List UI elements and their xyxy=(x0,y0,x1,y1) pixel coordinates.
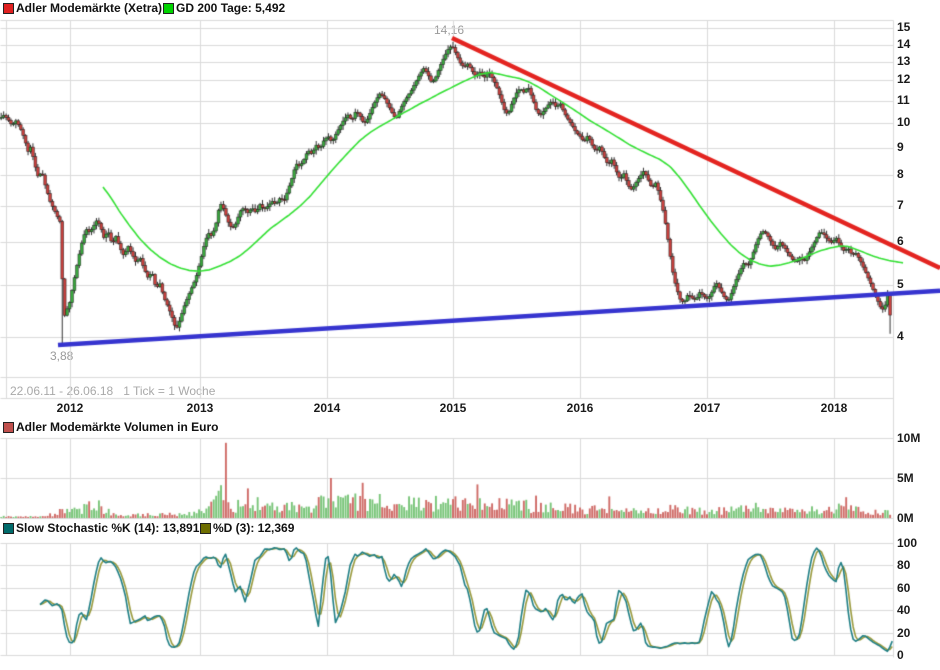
stoch-k-label: Slow Stochastic %K (14): 13,891 xyxy=(16,521,200,535)
stoch-d-label: %D (3): 12,369 xyxy=(213,521,295,535)
stoch-k-swatch-icon xyxy=(3,523,14,534)
volume-series-swatch-icon xyxy=(3,422,14,433)
price-series-label: Adler Modemärkte (Xetra) xyxy=(16,1,163,15)
price-series-swatch-icon xyxy=(3,3,14,14)
volume-series-label: Adler Modemärkte Volumen in Euro xyxy=(16,420,219,434)
gd200-series-swatch-icon xyxy=(163,3,174,14)
main-chart-legend: Adler Modemärkte (Xetra) GD 200 Tage: 5,… xyxy=(0,1,940,16)
volume-legend: Adler Modemärkte Volumen in Euro xyxy=(0,420,940,435)
stoch-d-swatch-icon xyxy=(200,523,211,534)
stochastic-legend: Slow Stochastic %K (14): 13,891 %D (3): … xyxy=(0,521,940,536)
gd200-series-label: GD 200 Tage: 5,492 xyxy=(176,1,286,15)
